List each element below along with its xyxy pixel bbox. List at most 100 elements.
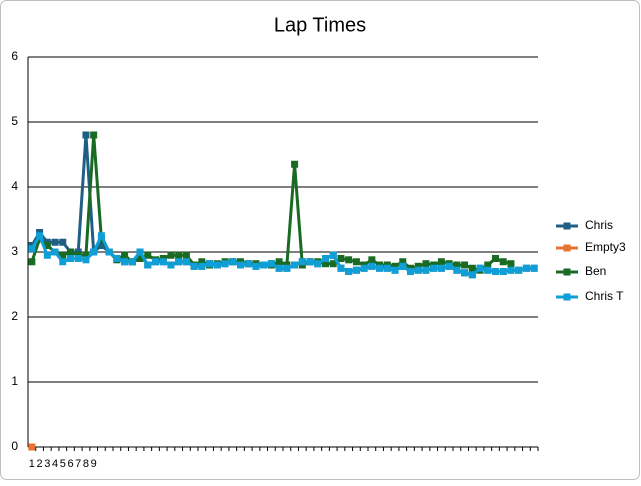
point-marker (121, 258, 129, 266)
point-marker (298, 258, 306, 266)
point-marker (198, 262, 206, 270)
point-marker (90, 131, 98, 139)
point-marker (437, 258, 445, 266)
point-marker (414, 262, 422, 270)
point-marker (51, 238, 59, 246)
x-tick-label: 2 (37, 458, 43, 470)
point-marker (291, 261, 299, 269)
point-marker (74, 255, 82, 262)
point-marker (97, 232, 105, 240)
point-marker (113, 255, 121, 262)
point-marker (275, 264, 283, 272)
x-tick-label: 4 (52, 458, 58, 470)
point-marker (175, 251, 183, 259)
point-marker (507, 260, 515, 268)
legend-marker (563, 222, 571, 230)
point-marker (252, 262, 260, 270)
chart-title: Lap Times (274, 14, 366, 36)
legend-label: Empty3 (585, 240, 626, 254)
point-marker (167, 261, 175, 269)
point-marker (36, 232, 44, 240)
point-marker (167, 251, 175, 259)
point-marker (352, 266, 360, 274)
point-marker (468, 271, 476, 279)
point-marker (391, 266, 399, 274)
legend-marker (563, 293, 571, 301)
point-marker (499, 258, 507, 266)
point-marker (275, 258, 283, 266)
point-marker (28, 245, 36, 253)
point-marker (492, 268, 499, 275)
x-tick-label: 1 (29, 458, 35, 470)
point-marker (221, 260, 229, 268)
point-marker (360, 264, 368, 272)
point-marker (59, 251, 67, 259)
point-marker (136, 255, 144, 262)
legend-label: Chris T (585, 289, 624, 303)
point-marker (352, 258, 360, 266)
point-marker (329, 260, 337, 268)
point-marker (430, 264, 438, 272)
point-marker (314, 260, 322, 268)
point-marker (237, 261, 244, 269)
legend-label: Ben (585, 264, 606, 278)
point-marker (492, 255, 499, 262)
point-marker (484, 266, 492, 274)
point-marker (82, 256, 90, 264)
x-tick-label: 7 (75, 458, 81, 470)
point-marker (128, 258, 136, 266)
point-marker (67, 255, 74, 262)
y-tick-label: 3 (11, 244, 18, 258)
x-tick-label: 3 (44, 458, 50, 470)
point-marker (267, 260, 275, 268)
point-marker (198, 258, 206, 266)
y-tick-label: 0 (11, 439, 18, 453)
point-marker (461, 269, 469, 277)
point-marker (322, 260, 329, 268)
point-marker (414, 266, 422, 274)
point-marker (484, 261, 492, 269)
point-marker (376, 264, 384, 272)
point-marker (461, 261, 469, 269)
point-marker (121, 251, 129, 259)
legend-marker (563, 268, 571, 276)
point-marker (90, 248, 98, 256)
point-marker (515, 266, 523, 274)
point-marker (322, 255, 329, 262)
point-marker (499, 268, 507, 275)
point-marker (306, 258, 314, 266)
y-tick-label: 4 (11, 179, 18, 193)
point-marker (28, 258, 36, 266)
point-marker (82, 251, 90, 259)
point-marker (476, 264, 484, 272)
point-marker (522, 264, 530, 272)
point-marker (28, 443, 36, 451)
point-marker (59, 258, 67, 266)
point-marker (260, 261, 268, 269)
point-marker (229, 258, 237, 266)
point-marker (422, 260, 430, 268)
point-marker (445, 262, 453, 270)
point-marker (182, 251, 190, 259)
legend-label: Chris (585, 218, 613, 232)
point-marker (152, 258, 159, 266)
point-marker (468, 264, 476, 272)
point-marker (144, 261, 152, 269)
x-tick-label: 5 (60, 458, 66, 470)
point-marker (159, 258, 167, 266)
point-marker (383, 264, 391, 272)
point-marker (345, 256, 353, 264)
point-marker (291, 160, 299, 168)
point-marker (244, 260, 252, 268)
point-marker (399, 262, 407, 270)
point-marker (182, 258, 190, 266)
point-marker (422, 266, 430, 274)
point-marker (67, 248, 74, 256)
point-marker (51, 248, 59, 256)
point-marker (368, 256, 376, 264)
y-tick-label: 6 (11, 49, 18, 63)
point-marker (391, 262, 399, 270)
